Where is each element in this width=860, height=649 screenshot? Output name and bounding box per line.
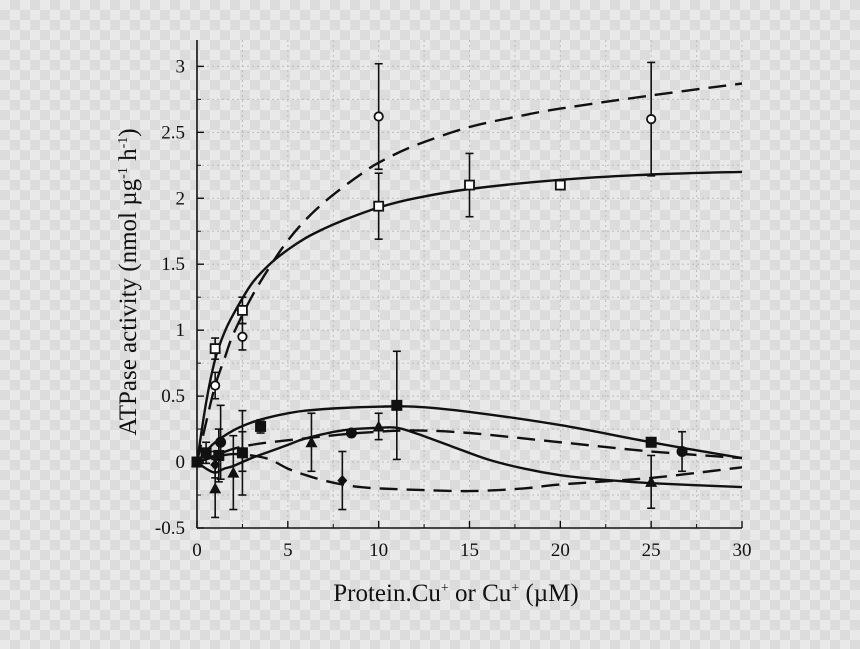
- point-open-square: [464, 179, 475, 191]
- x-tick-label: 15: [460, 540, 479, 561]
- point-filled-square: [645, 436, 657, 448]
- x-axis-title-part: or Cu: [449, 580, 512, 607]
- point-filled-diamond: [237, 446, 248, 458]
- axes: [196, 40, 743, 529]
- curve-fit-open-square: [195, 170, 743, 463]
- point-filled-circle: [215, 436, 227, 448]
- y-tick-label: 2: [176, 188, 186, 209]
- point-open-circle: [210, 380, 221, 391]
- y-tick-label: 2.5: [161, 122, 185, 143]
- x-tick-label: 20: [551, 540, 570, 561]
- point-filled-diamond: [210, 459, 221, 471]
- point-filled-triangle: [372, 420, 385, 432]
- y-axis-title-part: ATPase activity (nmol µg: [115, 178, 142, 435]
- x-axis-title-part: (µM): [519, 580, 579, 607]
- y-axis-title-part: h: [115, 148, 142, 167]
- point-open-square: [237, 304, 248, 316]
- point-filled-diamond: [337, 475, 348, 487]
- x-tick-label: 30: [733, 540, 752, 561]
- point-filled-square: [391, 399, 403, 411]
- data-markers: [191, 111, 688, 494]
- x-tick-label: 25: [642, 540, 661, 561]
- y-tick-label: 0.5: [161, 386, 185, 407]
- x-axis-title-sup: +: [511, 581, 519, 596]
- y-axis-title-sup: -1: [116, 167, 131, 179]
- point-open-square: [373, 200, 385, 212]
- point-filled-circle: [345, 427, 357, 439]
- y-tick-label: -0.5: [155, 518, 185, 539]
- point-open-circle: [646, 114, 657, 125]
- y-axis-title: ATPase activity (nmol µg-1 h-1): [115, 128, 142, 435]
- point-open-square: [554, 179, 566, 191]
- x-tick-label: 0: [192, 540, 202, 561]
- x-axis-title-part: Protein.Cu: [333, 580, 441, 607]
- point-open-circle: [373, 111, 384, 122]
- point-filled-square: [213, 449, 225, 461]
- point-filled-triangle: [209, 482, 222, 494]
- grid-lines: [196, 40, 743, 529]
- point-filled-circle: [676, 446, 688, 458]
- x-axis-title-sup: +: [441, 581, 449, 596]
- point-open-circle: [237, 331, 248, 342]
- x-axis-title: Protein.Cu+ or Cu+ (µM): [333, 580, 579, 607]
- curve-fit-filled-triangle: [196, 426, 743, 489]
- x-tick-label: 5: [283, 540, 293, 561]
- x-tick-labels: 0 5 10 15 20 25 30: [192, 540, 751, 561]
- x-tick-label: 10: [369, 540, 388, 561]
- point-filled-square: [200, 447, 212, 459]
- y-tick-label: 3: [176, 56, 186, 77]
- y-tick-label: 0: [176, 452, 186, 473]
- y-tick-labels: -0.5 0 0.5 1 1.5 2 2.5 3: [155, 56, 185, 539]
- point-filled-triangle: [305, 436, 318, 448]
- y-axis-title-sup: -1: [116, 137, 131, 149]
- fit-curves: [195, 82, 743, 493]
- y-tick-label: 1.5: [161, 254, 185, 275]
- y-axis-title-part: ): [115, 128, 142, 136]
- y-tick-label: 1: [176, 320, 186, 341]
- point-filled-triangle: [227, 466, 240, 478]
- point-filled-triangle: [645, 475, 658, 487]
- curve-fit-open-circle: [195, 82, 743, 463]
- point-filled-square: [255, 420, 267, 432]
- point-open-square: [209, 343, 221, 355]
